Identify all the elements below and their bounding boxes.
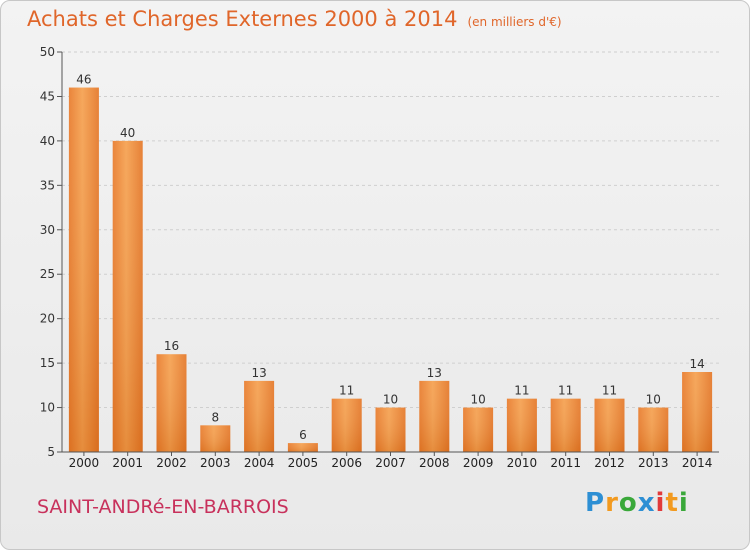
y-tick-label: 20 xyxy=(40,312,55,326)
commune-name: SAINT-ANDRé-EN-BARROIS xyxy=(37,496,289,518)
chart-title: Achats et Charges Externes 2000 à 2014 (e… xyxy=(27,7,562,31)
y-tick-label: 45 xyxy=(40,89,55,103)
x-tick-label: 2006 xyxy=(331,456,362,470)
bar-shade xyxy=(463,407,494,452)
data-label: 10 xyxy=(646,393,661,407)
data-label: 40 xyxy=(120,126,135,140)
data-label: 11 xyxy=(558,384,573,398)
data-label: 10 xyxy=(383,393,398,407)
data-label: 6 xyxy=(299,428,307,442)
bar-shade xyxy=(550,398,581,452)
data-label: 46 xyxy=(76,73,91,87)
bar-shade xyxy=(287,443,318,452)
data-label: 14 xyxy=(689,357,704,371)
data-label: 11 xyxy=(602,384,617,398)
bar-shade xyxy=(331,398,362,452)
x-tick-label: 2000 xyxy=(69,456,100,470)
data-label: 8 xyxy=(211,410,219,424)
y-tick-label: 5 xyxy=(47,445,55,459)
proxiti-logo: Proxiti xyxy=(585,488,689,518)
title-text: Achats et Charges Externes 2000 à 2014 xyxy=(27,7,458,31)
x-tick-label: 2012 xyxy=(594,456,625,470)
x-tick-label: 2005 xyxy=(288,456,319,470)
y-tick-label: 25 xyxy=(40,267,55,281)
x-tick-label: 2009 xyxy=(463,456,494,470)
x-tick-label: 2004 xyxy=(244,456,275,470)
data-label: 11 xyxy=(514,384,529,398)
x-tick-label: 2001 xyxy=(112,456,143,470)
x-tick-label: 2014 xyxy=(682,456,713,470)
y-tick-label: 40 xyxy=(40,134,55,148)
bar-shade xyxy=(419,380,450,452)
x-tick-label: 2010 xyxy=(507,456,538,470)
bar-shade xyxy=(244,380,275,452)
bar-shade xyxy=(156,354,187,452)
x-tick-label: 2007 xyxy=(375,456,406,470)
y-tick-label: 15 xyxy=(40,356,55,370)
data-label: 16 xyxy=(164,339,179,353)
data-label: 13 xyxy=(427,366,442,380)
y-tick-label: 10 xyxy=(40,401,55,415)
x-tick-label: 2002 xyxy=(156,456,187,470)
bar-shade xyxy=(68,87,99,453)
bar-shade xyxy=(638,407,669,452)
bar-shade xyxy=(506,398,537,452)
x-tick-label: 2003 xyxy=(200,456,231,470)
bars: 46 40 16 8 13 6 11 10 13 10 11 11 11 10 14 xyxy=(68,73,713,453)
y-tick-label: 35 xyxy=(40,178,55,192)
bar-shade xyxy=(200,425,231,452)
data-label: 11 xyxy=(339,384,354,398)
x-tick-label: 2011 xyxy=(550,456,581,470)
bar-shade xyxy=(112,140,143,452)
y-tick-label: 50 xyxy=(40,45,55,59)
x-tick-label: 2013 xyxy=(638,456,669,470)
y-tick-label: 30 xyxy=(40,223,55,237)
data-label: 13 xyxy=(251,366,266,380)
bar-shade xyxy=(682,372,713,452)
data-label: 10 xyxy=(470,393,485,407)
bar-shade xyxy=(375,407,406,452)
x-tick-label: 2008 xyxy=(419,456,450,470)
bar-shade xyxy=(594,398,625,452)
axes: 5 10 15 20 25 30 35 40 45 50 2000 2001 2002 2003 2004 2… xyxy=(40,45,719,470)
title-unit: (en milliers d'€) xyxy=(467,15,562,29)
